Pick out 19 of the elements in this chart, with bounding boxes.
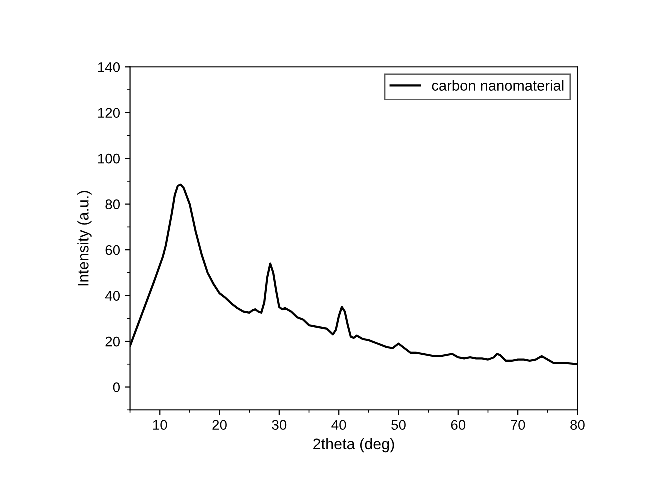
x-tick-label: 80 (570, 420, 585, 430)
legend-label: carbon nanomaterial (432, 80, 564, 91)
y-tick-label: 100 (98, 154, 120, 164)
x-axis-title: 2theta (deg) (314, 438, 394, 453)
y-tick-label: 140 (98, 62, 120, 72)
x-tick-label: 60 (451, 420, 466, 430)
y-tick-label: 0 (113, 382, 120, 392)
y-tick-label: 80 (106, 200, 120, 210)
y-tick-label: 40 (105, 291, 120, 301)
x-tick-label: 50 (392, 420, 406, 430)
y-tick-label: 120 (98, 108, 120, 118)
x-tick-label: 10 (153, 420, 168, 430)
x-tick-label: 40 (332, 420, 346, 430)
y-tick-label: 60 (106, 245, 120, 256)
x-tick-label: 20 (212, 420, 227, 430)
x-tick-label: 70 (511, 420, 526, 430)
x-tick-label: 30 (272, 420, 287, 430)
y-axis-title: Intensity (a.u.) (78, 191, 92, 286)
y-tick-label: 20 (106, 336, 120, 347)
